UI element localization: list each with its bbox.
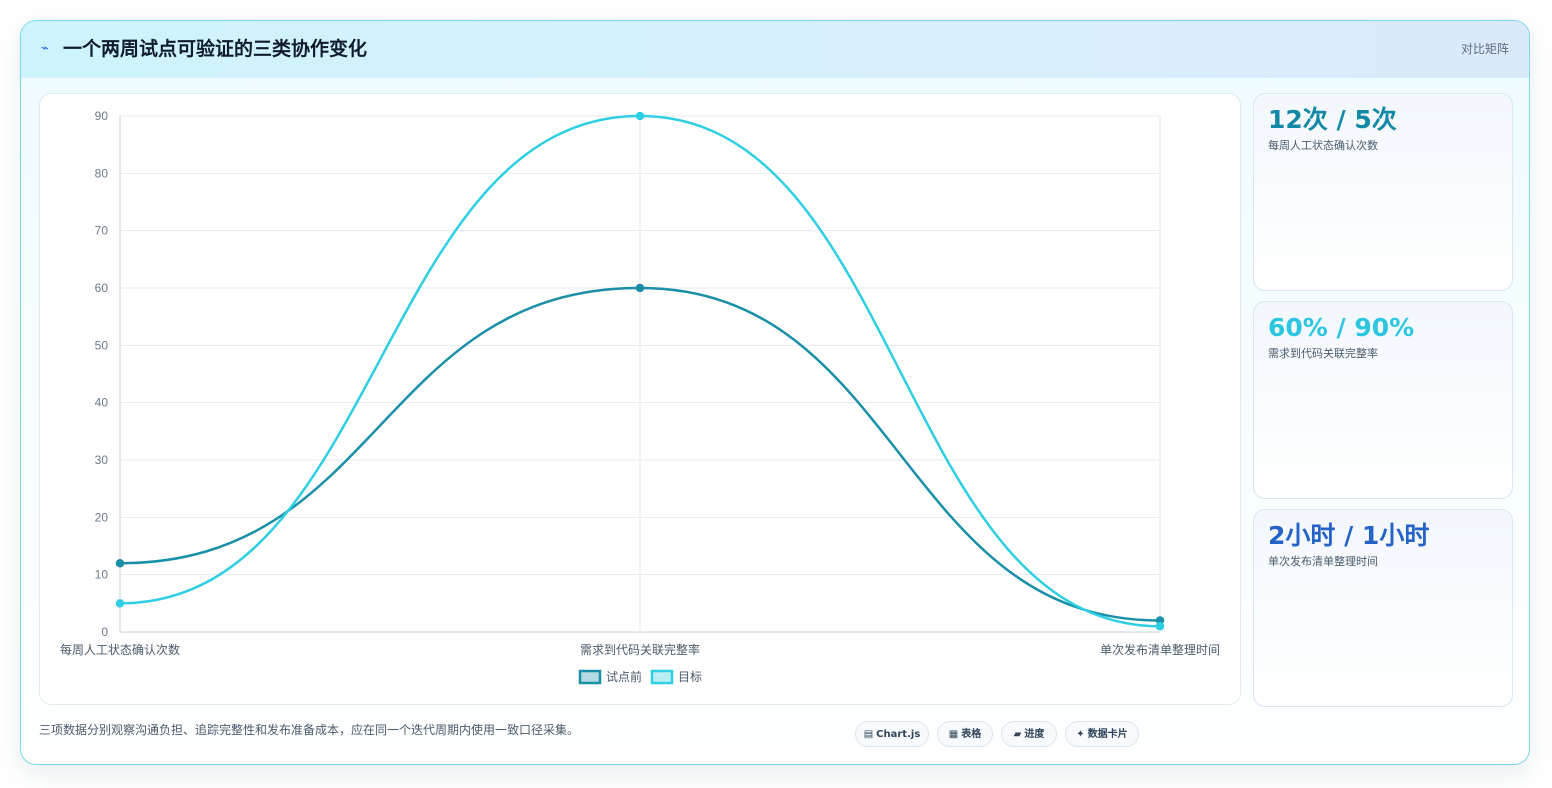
chip-label: 数据卡片 (1087, 729, 1128, 740)
legend-swatch (578, 669, 602, 685)
stat-label: 每周人工状态确认次数 (1268, 139, 1378, 152)
card-header: ⌁ 一个两周试点可验证的三类协作变化 对比矩阵 (21, 21, 1529, 78)
data-point (115, 558, 125, 568)
data-point (115, 599, 125, 608)
card-title: 一个两周试点可验证的三类协作变化 (63, 38, 368, 60)
stat-label: 需求到代码关联完整率 (1268, 347, 1378, 360)
table-icon: ▦ (948, 729, 959, 740)
chip-label: 进度 (1024, 729, 1045, 740)
y-tick-label: 10 (95, 568, 109, 582)
lightning-icon: ⌁ (41, 41, 49, 56)
footer-note: 三项数据分别观察沟通负担、追踪完整性和发布准备成本，应在同一个迭代周期内使用一致… (39, 723, 580, 737)
line-chart: 0 10 20 30 40 50 60 70 80 90 每周人工状态确认次数 需求到代码关联完整率 单… (60, 109, 1220, 685)
view-tag[interactable]: 对比矩阵 (1460, 42, 1509, 56)
stat-value: 12次 / 5次 (1268, 105, 1397, 134)
legend-swatch (650, 669, 674, 685)
y-tick-label: 60 (95, 281, 109, 295)
stat-value: 60% / 90% (1268, 313, 1415, 342)
chip-chartjs[interactable]: ▤ Chart.js (855, 721, 929, 747)
chip-label: Chart.js (876, 729, 921, 740)
stat-card-release-time: 2小时 / 1小时 单次发布清单整理时间 (1253, 509, 1513, 707)
y-tick-label: 40 (95, 396, 109, 410)
chip-data-cards[interactable]: ✦ 数据卡片 (1065, 721, 1139, 747)
y-tick-label: 30 (95, 453, 109, 467)
x-tick-label: 单次发布清单整理时间 (1100, 642, 1220, 657)
data-point (635, 111, 645, 121)
progress-icon: ▰ (1013, 729, 1022, 740)
legend-label: 目标 (678, 670, 702, 684)
chip-label: 表格 (961, 729, 982, 740)
x-tick-label: 需求到代码关联完整率 (580, 642, 700, 657)
chart-icon: ▤ (863, 729, 874, 740)
stat-value: 2小时 / 1小时 (1268, 521, 1430, 550)
chip-table[interactable]: ▦ 表格 (937, 721, 993, 747)
data-point (635, 283, 645, 293)
y-tick-label: 70 (95, 224, 109, 238)
y-tick-label: 80 (95, 166, 109, 180)
y-tick-label: 50 (95, 338, 109, 352)
y-tick-label: 90 (95, 109, 109, 123)
data-point (1155, 622, 1165, 631)
stat-label: 单次发布清单整理时间 (1268, 555, 1378, 568)
comparison-card: ⌁ 一个两周试点可验证的三类协作变化 对比矩阵 0 10 20 30 40 50 60 70 8… (20, 20, 1530, 765)
stat-card-confirmations: 12次 / 5次 每周人工状态确认次数 (1253, 93, 1513, 291)
chip-progress[interactable]: ▰ 进度 (1001, 721, 1057, 747)
legend-label: 试点前 (606, 669, 642, 684)
chart-panel: 0 10 20 30 40 50 60 70 80 90 每周人工状态确认次数 需求到代码关联完整率 单… (39, 93, 1241, 705)
stat-card-linkage-rate: 60% / 90% 需求到代码关联完整率 (1253, 301, 1513, 499)
sparkle-icon: ✦ (1076, 729, 1085, 740)
x-tick-label: 每周人工状态确认次数 (60, 642, 180, 657)
y-tick-label: 20 (95, 510, 109, 524)
y-tick-label: 0 (101, 625, 108, 639)
